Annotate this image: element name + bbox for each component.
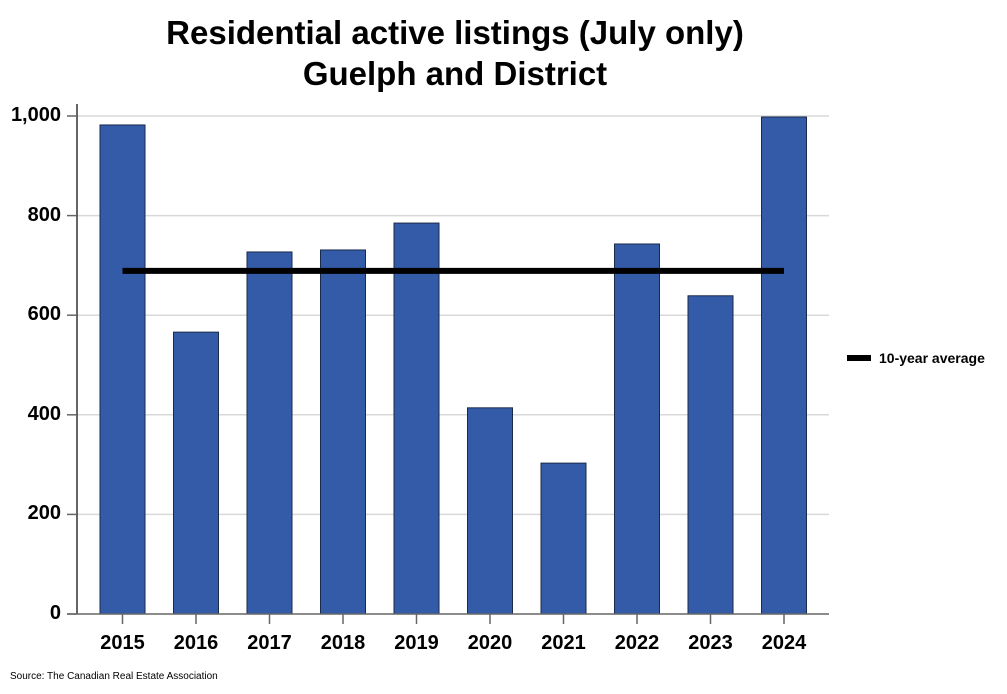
chart-subtitle: Guelph and District [302, 55, 608, 92]
bar-series [99, 116, 807, 615]
bar-2018 [320, 249, 366, 615]
bar-2024 [761, 116, 807, 615]
x-tick-label: 2022 [614, 632, 660, 654]
x-tick-label: 2019 [394, 632, 439, 654]
y-tick-label: 1,000 [10, 104, 61, 126]
y-tick-label: 200 [27, 502, 61, 525]
x-tick-label: 2020 [467, 632, 513, 654]
bar-2020 [467, 407, 513, 615]
bar-2019 [393, 222, 440, 615]
y-tick-label: 400 [27, 402, 61, 425]
legend-label: 10-year average [879, 350, 985, 366]
bar-2021 [540, 462, 587, 615]
bar-2016 [173, 331, 219, 615]
x-tick-label: 2017 [247, 632, 292, 654]
bar-2023 [687, 295, 734, 615]
bar-2015 [99, 124, 146, 615]
source-note: Source: The Canadian Real Estate Associa… [10, 671, 218, 682]
legend-line-swatch-icon [847, 355, 871, 361]
x-tick-label: 2018 [320, 632, 366, 654]
x-tick-label: 2016 [173, 632, 219, 654]
x-tick-label: 2015 [100, 632, 145, 654]
legend: 10-year average [847, 350, 985, 366]
y-tick-label: 800 [27, 203, 61, 226]
axes [67, 104, 829, 624]
y-tick-label: 600 [27, 303, 61, 326]
chart-title: Residential active listings (July only) [166, 14, 744, 51]
y-tick-label: 0 [49, 602, 61, 624]
x-tick-label: 2023 [688, 632, 733, 654]
x-tick-label: 2024 [761, 632, 807, 654]
bar-2017 [246, 251, 293, 615]
bar-2022 [614, 243, 660, 615]
x-tick-label: 2021 [541, 632, 586, 654]
